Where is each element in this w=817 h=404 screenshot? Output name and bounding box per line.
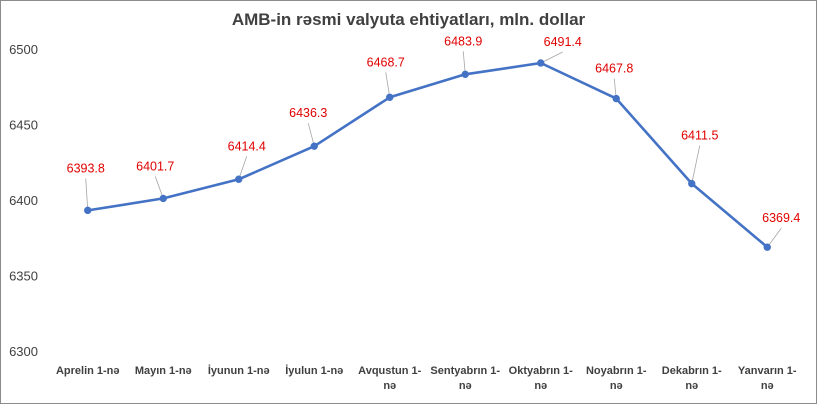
x-tick-label: Oktyabrın 1-: [509, 365, 574, 377]
data-label: 6491.4: [544, 35, 582, 49]
data-label: 6467.8: [595, 62, 633, 76]
x-tick-label: nə: [685, 380, 698, 392]
data-point: [763, 243, 771, 251]
data-label: 6401.7: [136, 159, 174, 173]
y-tick-label: 6400: [9, 193, 38, 208]
data-point: [612, 94, 620, 103]
series-line: [86, 61, 769, 249]
data-label-leader: [385, 72, 391, 98]
data-label-leader: [462, 51, 466, 75]
x-tick-label: Mayın 1-nə: [135, 365, 192, 377]
chart-title: AMB-in rəsmi valyuta ehtiyatları, mln. d…: [231, 10, 586, 29]
y-tick-label: 6500: [9, 42, 38, 57]
x-tick-label: Dekabrın 1-: [662, 365, 722, 377]
data-label-leader: [766, 227, 782, 248]
y-tick-label: 6300: [9, 344, 38, 359]
y-tick-label: 6350: [9, 269, 38, 284]
data-point: [688, 179, 696, 188]
x-tick-label: İyunun 1-nə: [208, 364, 270, 377]
data-point: [84, 206, 92, 215]
data-label-leader: [85, 178, 89, 211]
data-point: [310, 142, 318, 150]
x-tick-label: nə: [459, 380, 472, 392]
x-tick-label: Yanvarın 1-: [738, 365, 797, 377]
x-tick-label: Noyabrın 1-: [586, 365, 647, 377]
x-tick-label: nə: [534, 380, 547, 392]
x-tick-label: nə: [383, 380, 396, 392]
data-label-leader: [691, 145, 701, 184]
data-label: 6468.7: [367, 55, 405, 69]
x-tick-label: Aprelin 1-nə: [56, 365, 120, 377]
data-label-leader: [238, 156, 248, 180]
data-label: 6414.4: [228, 139, 266, 153]
data-label: 6393.8: [67, 161, 105, 175]
data-label: 6369.4: [762, 211, 800, 225]
data-point: [159, 194, 167, 203]
data-point: [235, 175, 243, 183]
x-tick-label: nə: [610, 380, 623, 392]
x-tick-label: Avqustun 1-: [358, 365, 421, 377]
data-label-leader: [307, 123, 315, 147]
data-point: [537, 59, 545, 67]
y-tick-label: 6450: [9, 118, 38, 133]
x-tick-label: Sentyabrın 1-: [430, 365, 500, 377]
data-point: [386, 93, 394, 101]
x-tick-label: nə: [761, 380, 774, 392]
data-label: 6483.9: [444, 34, 482, 48]
data-label: 6436.3: [289, 106, 327, 120]
data-point: [461, 70, 469, 79]
data-label: 6411.5: [681, 129, 718, 143]
x-tick-label: İyulun 1-nə: [285, 364, 343, 377]
data-label-leader: [154, 176, 164, 199]
data-label-leader: [540, 51, 563, 64]
